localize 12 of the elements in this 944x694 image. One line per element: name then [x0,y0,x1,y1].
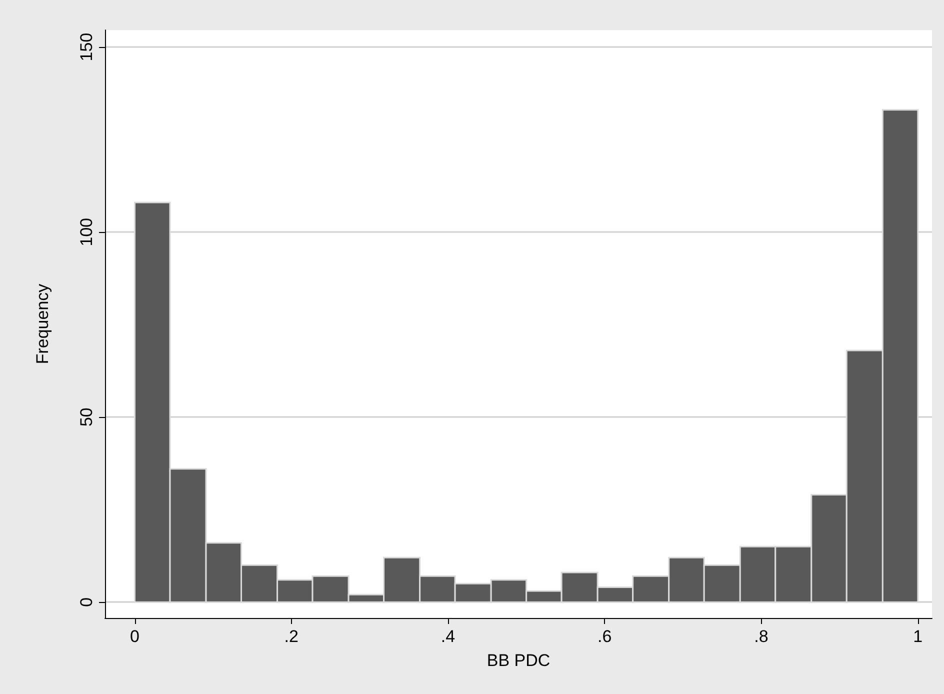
x-tick-label: .8 [754,627,768,646]
y-tick-label: 150 [77,32,96,62]
x-tick-label: .6 [598,627,612,646]
x-tick-label: 1 [913,627,923,646]
y-tick-label: 100 [77,218,96,246]
x-tick-label: .2 [284,627,298,646]
x-tick-label: 0 [130,627,140,646]
x-tick-label: .4 [440,627,456,646]
y-tick-label: 50 [77,408,96,427]
y-axis-title: Frequency [33,283,52,364]
x-axis-title: BB PDC [486,651,550,670]
y-tick-label: 0 [77,597,96,607]
